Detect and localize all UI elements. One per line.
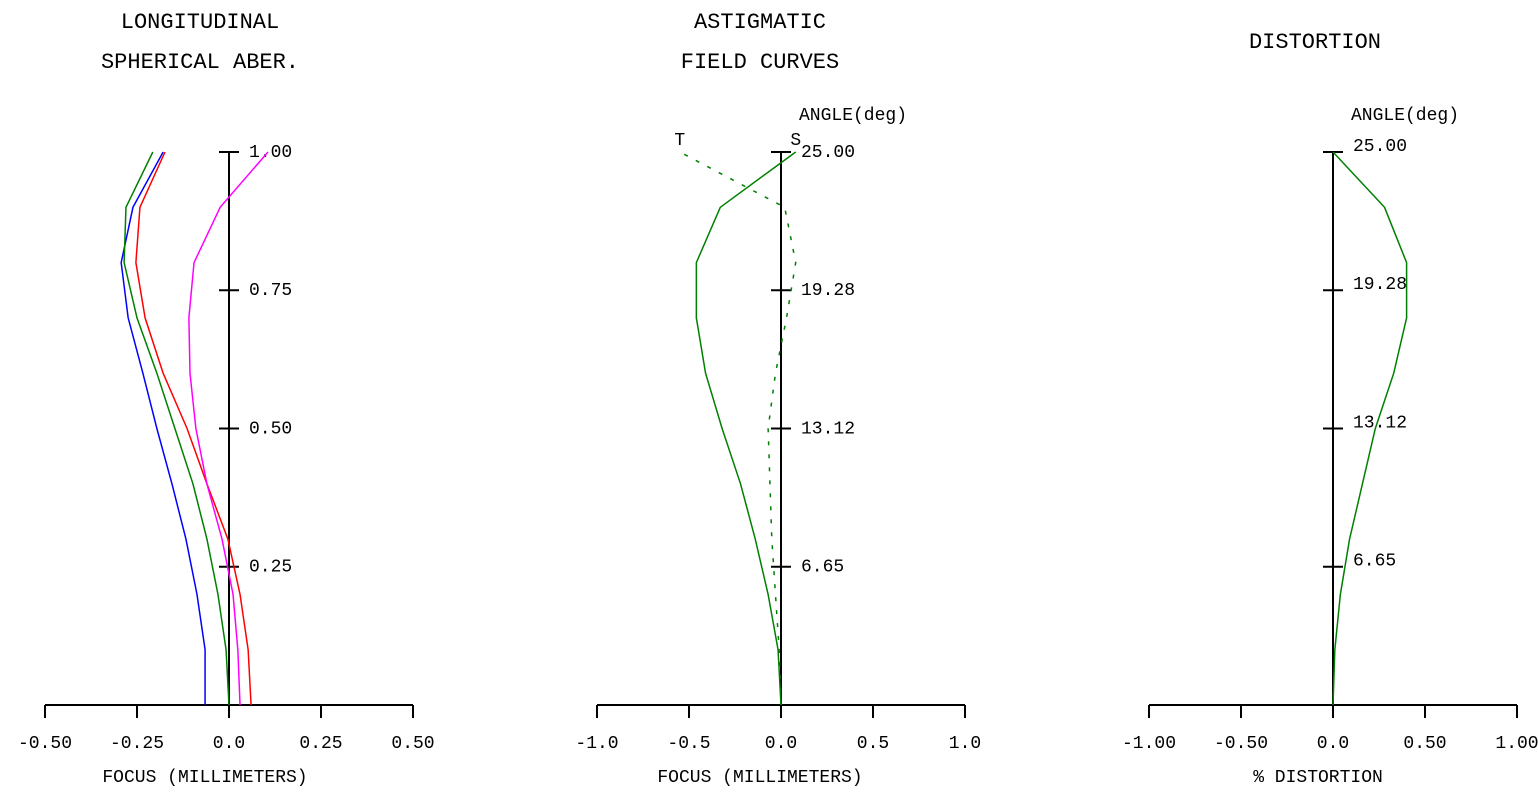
- chart-title: DISTORTION: [1249, 30, 1381, 55]
- x-axis-label: % DISTORTION: [1253, 768, 1383, 788]
- chart-title: SPHERICAL ABER.: [101, 50, 299, 75]
- y-tick-label: 25.00: [801, 143, 855, 163]
- x-tick-label: -1.00: [1122, 734, 1176, 754]
- x-tick-label: -0.50: [1214, 734, 1268, 754]
- y-axis-label: ANGLE(deg): [799, 106, 907, 126]
- x-tick-label: 1.00: [1495, 734, 1538, 754]
- series-line: [123, 151, 230, 706]
- series-label: S: [790, 131, 801, 151]
- y-axis-label: ANGLE(deg): [1351, 106, 1459, 126]
- y-tick-label: 19.28: [1353, 275, 1407, 295]
- x-tick-label: -0.5: [667, 734, 710, 754]
- x-tick-label: 0.5: [857, 734, 889, 754]
- y-tick-label: 0.25: [249, 558, 292, 578]
- y-tick-label: 6.65: [801, 558, 844, 578]
- series-line: [1332, 151, 1408, 706]
- chart-title: ASTIGMATIC: [694, 10, 826, 35]
- x-tick-label: -0.25: [110, 734, 164, 754]
- y-tick-label: 19.28: [801, 281, 855, 301]
- x-tick-label: -1.0: [575, 734, 618, 754]
- y-tick-label: 13.12: [1353, 413, 1407, 433]
- y-tick-label: 25.00: [1353, 137, 1407, 157]
- series-line: [679, 151, 797, 706]
- series-line: [120, 151, 206, 705]
- x-tick-label: 0.25: [299, 734, 342, 754]
- x-tick-label: 0.50: [391, 734, 434, 754]
- series-line: [695, 151, 797, 706]
- chart-title: FIELD CURVES: [681, 50, 839, 75]
- x-tick-label: 0.0: [765, 734, 797, 754]
- chart-title: LONGITUDINAL: [121, 10, 279, 35]
- series-label: T: [674, 131, 685, 151]
- y-tick-label: 13.12: [801, 419, 855, 439]
- x-tick-label: 0.50: [1403, 734, 1446, 754]
- x-axis-label: FOCUS (MILLIMETERS): [657, 768, 862, 788]
- y-tick-label: 0.75: [249, 281, 292, 301]
- x-tick-label: 1.0: [949, 734, 981, 754]
- y-tick-label: 6.65: [1353, 552, 1396, 572]
- series-line: [135, 151, 252, 706]
- x-tick-label: 0.0: [1317, 734, 1349, 754]
- series-line: [188, 151, 269, 706]
- y-tick-label: 1.00: [249, 143, 292, 163]
- x-axis-label: FOCUS (MILLIMETERS): [102, 768, 307, 788]
- x-tick-label: -0.50: [18, 734, 72, 754]
- y-tick-label: 0.50: [249, 419, 292, 439]
- x-tick-label: 0.0: [213, 734, 245, 754]
